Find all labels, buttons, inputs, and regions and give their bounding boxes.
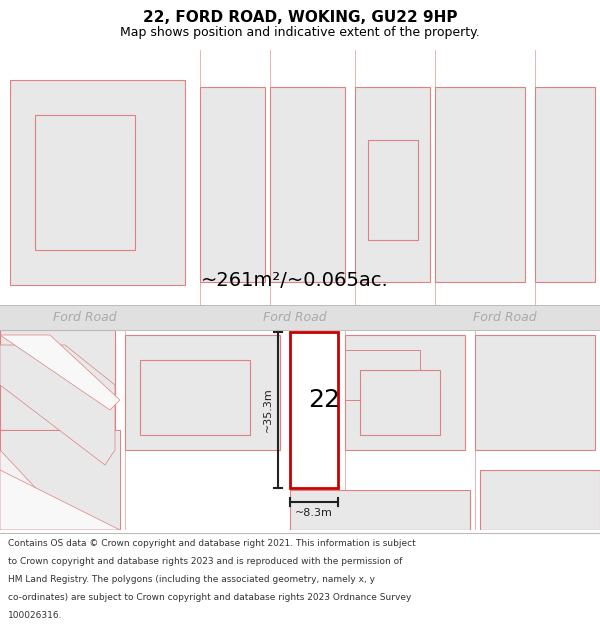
Bar: [10, 80, 185, 285]
Bar: [360, 370, 440, 435]
Bar: [270, 87, 345, 282]
Bar: [125, 335, 280, 450]
Bar: [290, 490, 470, 530]
Bar: [35, 115, 135, 250]
Polygon shape: [0, 345, 115, 530]
Polygon shape: [0, 470, 120, 530]
Text: to Crown copyright and database rights 2023 and is reproduced with the permissio: to Crown copyright and database rights 2…: [8, 558, 402, 566]
Bar: [140, 360, 250, 435]
Text: HM Land Registry. The polygons (including the associated geometry, namely x, y: HM Land Registry. The polygons (includin…: [8, 575, 375, 584]
Bar: [290, 332, 338, 488]
Bar: [0, 330, 115, 430]
Bar: [435, 87, 525, 282]
Text: Ford Road: Ford Road: [473, 311, 537, 324]
Bar: [368, 140, 418, 240]
Text: Contains OS data © Crown copyright and database right 2021. This information is : Contains OS data © Crown copyright and d…: [8, 539, 416, 549]
Polygon shape: [0, 430, 120, 530]
Text: 22: 22: [308, 388, 340, 412]
Text: 100026316.: 100026316.: [8, 611, 62, 620]
Text: Ford Road: Ford Road: [53, 311, 117, 324]
Text: co-ordinates) are subject to Crown copyright and database rights 2023 Ordnance S: co-ordinates) are subject to Crown copyr…: [8, 593, 411, 602]
Polygon shape: [0, 345, 115, 465]
Polygon shape: [0, 335, 120, 410]
Bar: [200, 87, 265, 282]
Bar: [355, 87, 430, 282]
Text: ~35.3m: ~35.3m: [263, 388, 273, 432]
Text: ~261m²/~0.065ac.: ~261m²/~0.065ac.: [201, 271, 389, 290]
Bar: [480, 470, 600, 530]
Text: Map shows position and indicative extent of the property.: Map shows position and indicative extent…: [120, 26, 480, 39]
Polygon shape: [0, 450, 75, 530]
Bar: [345, 335, 465, 450]
Text: ~8.3m: ~8.3m: [295, 508, 333, 518]
Bar: [0, 305, 600, 330]
Bar: [475, 335, 595, 450]
Text: 22, FORD ROAD, WOKING, GU22 9HP: 22, FORD ROAD, WOKING, GU22 9HP: [143, 10, 457, 25]
Text: Ford Road: Ford Road: [263, 311, 327, 324]
Bar: [535, 87, 595, 282]
Bar: [345, 350, 420, 400]
